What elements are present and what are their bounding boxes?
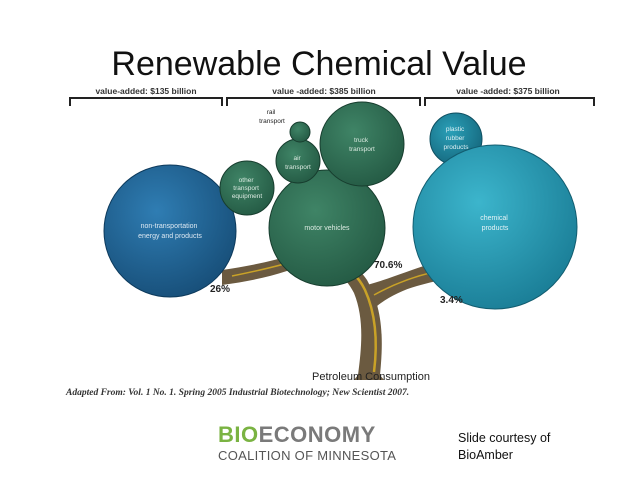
non-transportation-label-line2: energy and products: [138, 233, 202, 240]
bracket-left-label: value-added: $135 billion: [95, 86, 196, 96]
logo-wordmark: BIOECONOMY: [218, 422, 418, 448]
motor-vehicles-label: motor vehicles: [304, 225, 350, 232]
svg-text:chemical products: chemical products: [480, 215, 510, 232]
bubble-other-transport: other transport equipment: [219, 160, 275, 216]
bubble-rail-transport: rail transport: [259, 109, 311, 143]
bubble-non-transportation: non-transportation energy and products: [103, 164, 237, 298]
bracket-right-label: value -added: $375 billion: [456, 86, 559, 96]
chemical-products-label-line1: chemical: [480, 215, 508, 222]
bubble-motor-vehicles: motor vehicles: [268, 169, 386, 287]
air-transport-label-line2: transport: [285, 164, 311, 171]
chemical-products-label-line2: products: [482, 225, 509, 232]
courtesy-line-2: BioAmber: [458, 448, 513, 462]
percent-left: 26%: [210, 284, 230, 295]
air-transport-label-line1: air: [293, 155, 301, 162]
slide-title: Renewable Chemical Value: [111, 45, 527, 80]
bubble-chemical-products: chemical products: [412, 144, 578, 310]
bubble-truck-transport: truck transport: [319, 101, 405, 187]
source-caption: Adapted From: Vol. 1 No. 1. Spring 2005 …: [66, 388, 410, 398]
slide-courtesy: Slide courtesy of BioAmber: [458, 430, 550, 464]
bubble-air-transport: air transport: [275, 138, 321, 184]
other-transport-label-line1: other: [239, 177, 255, 184]
plastic-rubber-label-line3: products: [444, 144, 470, 151]
bracket-left: value-added: $135 billion: [69, 86, 223, 106]
svg-text:other transport eq: other transport equipment: [232, 177, 263, 200]
plastic-rubber-label-line2: rubber: [446, 135, 466, 142]
courtesy-line-1: Slide courtesy of: [458, 431, 551, 445]
non-transportation-label-line1: non-transportation: [141, 223, 198, 230]
bioeconomy-logo: BIOECONOMY COALITION OF MINNESOTA: [218, 422, 418, 470]
plastic-rubber-label-line1: plastic: [446, 126, 465, 133]
logo-bio-part: BIO: [218, 422, 259, 447]
truck-transport-label-line2: transport: [349, 146, 375, 153]
bracket-center: value -added: $385 billion: [226, 86, 421, 106]
logo-subtitle: COALITION OF MINNESOTA: [218, 448, 397, 463]
truck-transport-label-line1: truck: [354, 137, 369, 144]
logo-economy-part: ECONOMY: [258, 422, 376, 447]
bracket-right: value -added: $375 billion: [424, 86, 595, 106]
trunk-label: Petroleum Consumption: [312, 371, 430, 383]
svg-text:non-transportation energ: non-transportation energy and products: [138, 223, 202, 240]
svg-text:plastic rubber pro: plastic rubber products: [444, 126, 470, 151]
percent-right: 3.4%: [440, 295, 463, 306]
rail-transport-label-line2: transport: [259, 118, 285, 125]
percent-center: 70.6%: [374, 260, 402, 271]
value-tree-diagram: value-added: $135 billion value -added: …: [69, 86, 595, 383]
other-transport-label-line3: equipment: [232, 193, 263, 200]
svg-text:rail transport: rail transport: [259, 109, 285, 125]
svg-text:truck transport: truck transport: [349, 137, 375, 153]
rail-transport-label-line1: rail: [267, 109, 276, 116]
svg-text:air transport: air transport: [285, 155, 311, 171]
other-transport-label-line2: transport: [233, 185, 259, 192]
bracket-center-label: value -added: $385 billion: [272, 86, 375, 96]
